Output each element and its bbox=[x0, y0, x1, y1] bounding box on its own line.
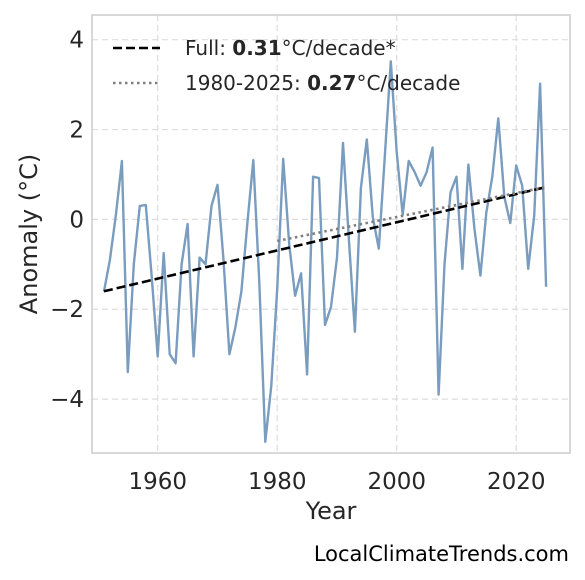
legend-full-rate: 0.31 bbox=[232, 36, 281, 60]
legend-recent-suffix: °C/decade bbox=[356, 71, 460, 95]
x-tick-labels: 1960 1980 2000 2020 bbox=[128, 469, 545, 495]
x-tick-label: 2000 bbox=[367, 469, 426, 495]
y-tick-label: 0 bbox=[69, 207, 84, 233]
y-tick-labels: −4 −2 0 2 4 bbox=[50, 28, 84, 413]
plot-background bbox=[92, 15, 570, 453]
y-tick-label: −4 bbox=[50, 387, 84, 413]
recent-period-trend-line bbox=[276, 185, 547, 243]
x-tick-label: 2020 bbox=[487, 469, 546, 495]
legend-recent-prefix: 1980-2025: bbox=[185, 71, 307, 95]
legend-recent-rate: 0.27 bbox=[307, 71, 356, 95]
anomaly-series bbox=[102, 60, 548, 443]
plot-frame bbox=[91, 14, 571, 454]
x-tick-label: 1980 bbox=[248, 469, 307, 495]
y-tick-label: 4 bbox=[69, 28, 84, 54]
x-axis-label: Year bbox=[305, 497, 357, 525]
legend-label-recent: 1980-2025: 0.27°C/decade bbox=[185, 71, 460, 95]
legend-full-suffix: °C/decade* bbox=[282, 36, 396, 60]
y-tick-label: 2 bbox=[69, 118, 84, 144]
y-tick-label: −2 bbox=[50, 297, 84, 323]
x-tick-label: 1960 bbox=[128, 469, 187, 495]
grid bbox=[92, 15, 570, 453]
legend-full-prefix: Full: bbox=[185, 36, 232, 60]
site-watermark: LocalClimateTrends.com bbox=[314, 542, 569, 566]
anomaly-line bbox=[102, 60, 548, 443]
legend: Full: 0.31°C/decade* 1980-2025: 0.27°C/d… bbox=[113, 36, 460, 95]
legend-label-full: Full: 0.31°C/decade* bbox=[185, 36, 396, 60]
trend-lines bbox=[103, 185, 547, 293]
full-period-trend-line bbox=[103, 185, 547, 293]
y-axis-label: Anomaly (°C) bbox=[15, 154, 43, 314]
